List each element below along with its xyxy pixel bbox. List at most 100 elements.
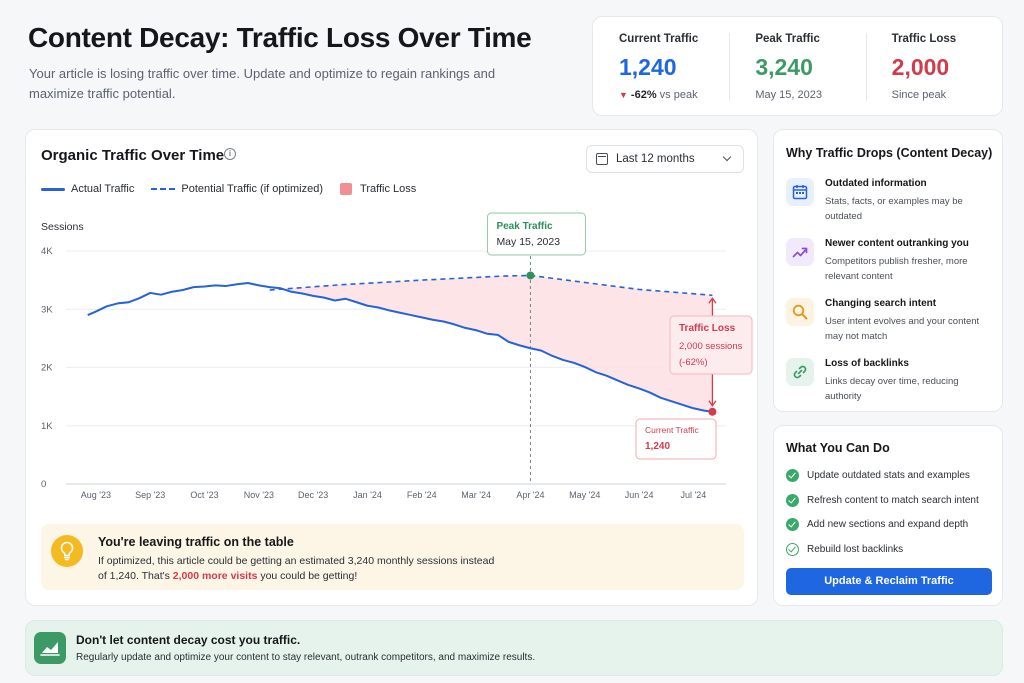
arrow-down-icon: ▼ [619,90,628,100]
y-tick-label: 0 [41,479,46,490]
action-label: Add new sections and expand depth [807,519,969,530]
reason-title: Changing search intent [825,298,937,309]
action-label: Refresh content to match search intent [807,495,979,506]
traffic-chart: Sessions 0 1K 2K 3K 4K Aug '23 Sep '23 Oct '23 No… [41,212,753,500]
action-label: Rebuild lost backlinks [807,544,904,555]
stat-change-suffix: vs peak [659,89,698,101]
info-icon[interactable]: i [224,148,236,160]
stat-sub: May 15, 2023 [755,89,822,101]
link-icon [786,358,814,386]
stat-traffic-loss: Traffic Loss 2,000 Since peak [865,17,1002,115]
reason-desc: Stats, facts, or examples may be outdate… [825,196,963,222]
loss-arrow-up [708,297,717,304]
legend-swatch-loss [340,183,353,195]
date-range-select[interactable]: Last 12 months [586,145,744,173]
x-tick-label: Apr '24 [516,490,544,500]
opportunity-banner: You're leaving traffic on the table If o… [41,524,744,590]
action-item: Rebuild lost backlinks [786,543,903,556]
current-annotation-box [635,418,717,460]
current-annotation-title: Current Traffic [645,425,699,435]
stat-label: Current Traffic [619,33,699,45]
x-tick-label: Dec '23 [298,490,328,500]
actions-title: What You Can Do [786,441,890,455]
banner-text: If optimized, this article could be gett… [98,554,498,584]
update-reclaim-button[interactable]: Update & Reclaim Traffic [786,568,992,595]
footer-title: Don't let content decay cost you traffic… [76,633,301,647]
x-tick-label: Mar '24 [461,490,491,500]
magnifier-icon [786,298,814,326]
chart-growth-icon [34,632,66,664]
legend-label: Traffic Loss [360,183,417,195]
check-circle-icon [786,518,799,531]
date-range-label: Last 12 months [616,153,695,165]
reason-title: Loss of backlinks [825,358,909,369]
y-tick-label: 4K [41,246,53,257]
stat-sub: Since peak [891,89,947,101]
loss-annotation-percent: (-62%) [679,357,708,368]
legend-actual: Actual Traffic [41,183,134,195]
y-tick-label: 3K [41,304,53,315]
y-axis-label: Sessions [41,221,84,233]
stat-current-traffic: Current Traffic 1,240 ▼ -62% vs peak [593,17,729,115]
banner-text-before: If optimized, this article could be gett… [98,555,495,582]
x-tick-label: Jul '24 [681,490,707,500]
y-tick-label: 1K [41,421,53,432]
why-traffic-drops-card: Why Traffic Drops (Content Decay) Outdat… [773,129,1003,412]
peak-annotation-box [486,212,586,256]
x-tick-label: Jun '24 [625,490,654,500]
stat-value: 2,000 [891,54,950,80]
banner-text-after: you could be getting! [257,570,358,582]
footer-text: Regularly update and optimize your conte… [76,652,536,663]
action-label: Update outdated stats and examples [807,470,970,481]
current-annotation-value: 1,240 [645,441,670,452]
x-tick-label: May '24 [569,490,600,500]
check-circle-icon [786,469,799,482]
loss-annotation-box [669,315,753,375]
legend-swatch-potential [151,188,176,190]
loss-arrow-down [708,400,717,407]
reason-title: Newer content outranking you [825,238,969,249]
calendar-icon [596,153,608,165]
page-subtitle: Your article is losing traffic over time… [29,66,496,101]
chart-title: Organic Traffic Over Time [41,147,225,164]
y-tick-label: 2K [41,363,53,374]
x-tick-label: Aug '23 [81,490,111,500]
peak-marker [526,271,535,280]
action-item: Add new sections and expand depth [786,518,968,531]
stat-change: ▼ -62% vs peak [619,89,729,101]
stat-label: Peak Traffic [755,33,820,45]
stat-value: 1,240 [619,54,677,80]
stat-peak-traffic: Peak Traffic 3,240 May 15, 2023 [729,17,865,115]
action-item: Update outdated stats and examples [786,469,970,482]
legend-swatch-actual [41,187,65,191]
stat-change-percent: -62% [630,89,657,101]
x-tick-label: Sep '23 [135,490,165,500]
page-title: Content Decay: Traffic Loss Over Time [28,22,532,53]
legend-potential: Potential Traffic (if optimized) [151,183,323,195]
chart-card: Organic Traffic Over Time i Last 12 mont… [25,129,758,606]
trending-up-icon [786,238,814,266]
stats-panel: Current Traffic 1,240 ▼ -62% vs peak Peak… [592,16,1003,116]
actual-traffic-line [87,282,713,413]
reason-desc: Links decay over time, reducing authorit… [825,376,959,402]
loss-annotation-title: Traffic Loss [679,323,736,334]
x-tick-label: Nov '23 [244,490,274,500]
stat-value: 3,240 [755,54,813,80]
what-you-can-do-card: What You Can Do Update outdated stats an… [773,425,1003,606]
loss-annotation-sessions: 2,000 sessions [679,341,743,352]
x-tick-label: Jan '24 [353,490,382,500]
reason-title: Outdated information [825,178,927,189]
reason-desc: User intent evolves and your content may… [825,316,980,342]
legend-label: Potential Traffic (if optimized) [181,183,324,195]
reason-desc: Competitors publish fresher, more releva… [825,256,968,282]
check-circle-outline-icon [786,543,799,556]
banner-highlight: 2,000 more visits [172,570,258,582]
calendar-icon [786,178,814,206]
chart-legend: Actual Traffic Potential Traffic (if opt… [41,183,433,195]
check-circle-icon [786,494,799,507]
current-marker [708,407,717,416]
legend-loss: Traffic Loss [340,183,416,195]
peak-annotation-date: May 15, 2023 [496,236,560,248]
banner-title: You're leaving traffic on the table [98,535,294,549]
potential-traffic-line [269,274,713,297]
